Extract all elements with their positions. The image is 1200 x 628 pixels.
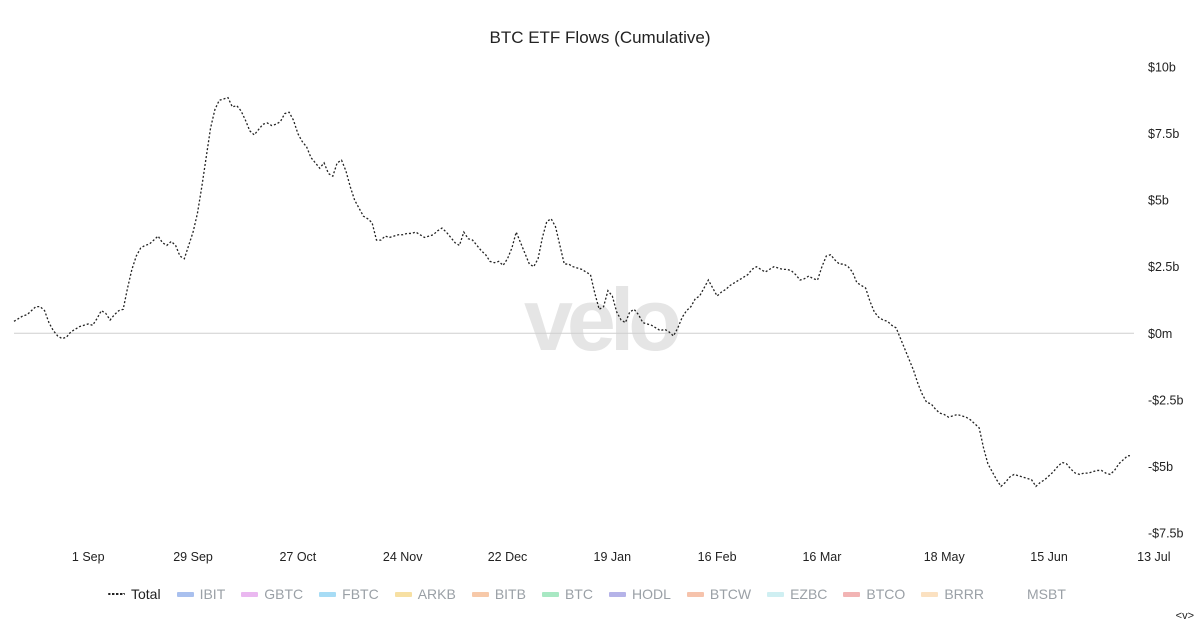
x-tick-label: 1 Sep [72,550,105,564]
legend-swatch [921,591,939,597]
legend-swatch [176,591,194,597]
x-tick-label: 16 Feb [698,550,737,564]
y-tick-label: $5b [1148,194,1169,208]
y-tick-label: -$7.5b [1148,527,1183,541]
legend-label: BRRR [944,586,984,602]
y-tick-label: -$5b [1148,460,1173,474]
legend-label: HODL [631,586,671,602]
legend-swatch [394,591,412,597]
expand-toggle[interactable]: <v> [1175,610,1194,622]
legend-item-msbt[interactable]: MSBT [1000,586,1066,602]
y-tick-label: $10b [1148,61,1176,75]
x-tick-label: 22 Dec [488,550,528,564]
legend-label: MSBT [1026,586,1066,602]
x-tick-label: 27 Oct [279,550,316,564]
legend-label: ARKB [417,586,456,602]
y-tick-label: $7.5b [1148,127,1179,141]
legend-item-btco[interactable]: BTCO [843,586,905,602]
x-tick-label: 18 May [924,550,966,564]
series-line-total [13,96,1132,488]
x-tick-label: 19 Jan [594,550,632,564]
legend-label: BITB [494,586,526,602]
legend: Total IBIT GBTC FBTC ARKB BITB BTC HODL BTCW EZBC… [108,584,1082,604]
legend-swatch [108,593,125,595]
legend-label: Total [131,586,161,602]
legend-swatch [843,591,861,597]
chart-title: BTC ETF Flows (Cumulative) [489,28,710,47]
legend-swatch [541,591,559,597]
x-tick-label: 16 Mar [802,550,841,564]
legend-label: GBTC [264,586,304,602]
y-tick-label: $0m [1148,327,1172,341]
legend-label: BTC [564,586,593,602]
legend-label: IBIT [199,586,226,602]
legend-item-ezbc[interactable]: EZBC [767,586,827,602]
legend-item-brrr[interactable]: BRRR [921,586,984,602]
legend-item-gbtc[interactable]: GBTC [241,586,303,602]
legend-item-btcw[interactable]: BTCW [686,586,752,602]
legend-label: FBTC [342,586,379,602]
y-tick-label: $2.5b [1148,260,1179,274]
y-axis: $10b $7.5b $5b $2.5b $0m -$2.5b -$5b -$7.5b [1148,61,1183,541]
legend-item-bitb[interactable]: BITB [471,586,526,602]
x-tick-label: 15 Jun [1030,550,1068,564]
series-layer [13,96,1132,488]
legend-label: EZBC [790,586,828,602]
x-tick-label: 24 Nov [383,550,423,564]
legend-swatch [319,591,337,597]
x-tick-label: 13 Jul [1137,550,1170,564]
legend-item-total[interactable]: Total [108,586,161,602]
legend-swatch [608,591,626,597]
x-axis: 1 Sep 29 Sep 27 Oct 24 Nov 22 Dec 19 Jan 16 Fe… [72,550,1171,564]
legend-swatch [767,591,785,597]
x-tick-label: 29 Sep [173,550,213,564]
legend-swatch [471,591,489,597]
legend-item-btc[interactable]: BTC [541,586,593,602]
legend-item-hodl[interactable]: HODL [608,586,671,602]
legend-swatch [241,591,259,597]
y-tick-label: -$2.5b [1148,393,1183,407]
legend-label: BTCO [866,586,906,602]
legend-item-arkb[interactable]: ARKB [394,586,456,602]
legend-swatch [686,591,704,597]
legend-label: BTCW [709,586,752,602]
legend-item-ibit[interactable]: IBIT [176,586,226,602]
legend-item-fbtc[interactable]: FBTC [319,586,379,602]
watermark: velo [524,270,679,369]
